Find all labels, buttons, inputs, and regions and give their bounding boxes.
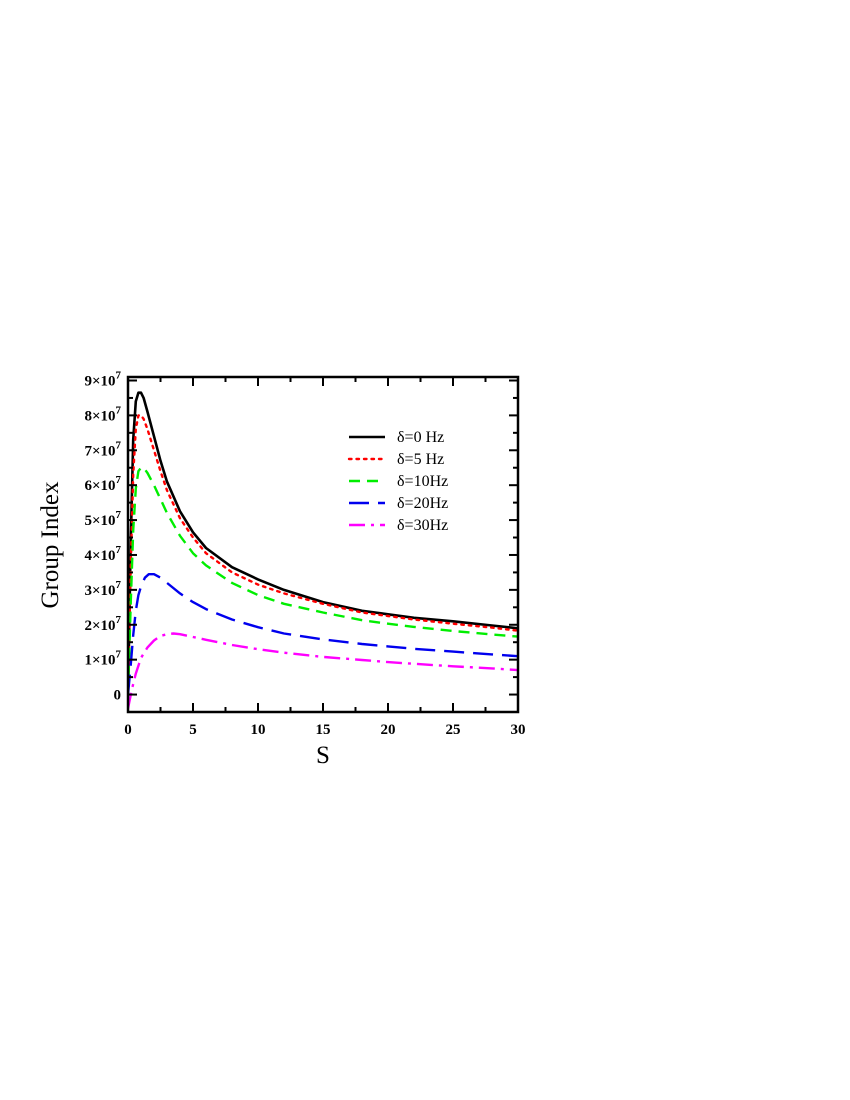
x-tick-label: 10 — [251, 722, 266, 738]
y-tick-label: 9×107 — [84, 369, 121, 389]
series-line-1 — [128, 391, 518, 695]
legend-label-4: δ=20Hz — [397, 495, 448, 512]
y-tick-label: 0 — [114, 688, 122, 704]
series-line-2 — [128, 414, 518, 696]
y-tick-label: 8×107 — [84, 404, 121, 424]
x-tick-label: 5 — [189, 722, 197, 738]
y-axis-title: Group Index — [37, 481, 64, 609]
series-line-3 — [128, 466, 518, 695]
legend-label-3: δ=10Hz — [397, 473, 448, 490]
y-tick-label: 5×107 — [84, 509, 121, 529]
y-tick-label: 4×107 — [84, 544, 121, 564]
series-line-5 — [128, 632, 518, 709]
x-tick-label: 15 — [316, 722, 331, 738]
legend-label-1: δ=0 Hz — [397, 429, 444, 446]
x-axis-title: S — [316, 742, 330, 769]
y-tick-label: 1×107 — [84, 649, 121, 669]
legend-label-2: δ=5 Hz — [397, 451, 444, 468]
x-tick-label: 30 — [511, 722, 526, 738]
y-tick-label: 6×107 — [84, 474, 121, 494]
x-tick-label: 25 — [446, 722, 461, 738]
x-tick-label: 20 — [381, 722, 396, 738]
axis-ticks: 0 5 10 15 20 25 30 0 1×107 2×107 3×107 4×107 5×107 6×… — [84, 369, 525, 738]
x-tick-label: 0 — [124, 722, 132, 738]
y-tick-label: 7×107 — [84, 439, 121, 459]
legend: δ=0 Hz δ=5 Hz δ=10Hz δ=20Hz δ=30Hz — [347, 429, 448, 534]
series-line-4 — [128, 573, 518, 695]
y-tick-label: 2×107 — [84, 614, 121, 634]
legend-label-5: δ=30Hz — [397, 517, 448, 534]
plot-area — [126, 375, 520, 714]
y-tick-label: 3×107 — [84, 579, 121, 599]
